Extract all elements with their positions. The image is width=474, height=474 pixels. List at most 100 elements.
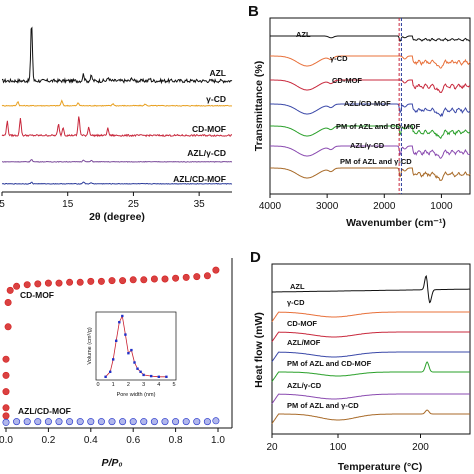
panel-d-series-group bbox=[271, 274, 470, 424]
ftir-tick-label: 1000 bbox=[430, 201, 453, 212]
panel-d-dsc: D AZL γ-CD CD-MOF AZL/MOF PM of AZL and CD-M… bbox=[250, 249, 471, 473]
bet-label-azl-cd-mof: AZL/CD-MOF bbox=[18, 406, 71, 416]
bet-point-cd-mof bbox=[129, 276, 137, 284]
panel-a-x-label: 2θ (degree) bbox=[89, 211, 145, 223]
ftir-line-azl bbox=[270, 35, 471, 42]
xrd-label-cd-mof: CD-MOF bbox=[192, 124, 226, 134]
bet-point-cd-mof bbox=[55, 279, 63, 287]
panel-d-letter: D bbox=[250, 249, 261, 266]
bet-point-azl-cd-mof bbox=[66, 418, 74, 426]
bet-point-azl-cd-mof bbox=[140, 418, 148, 426]
inset-series-group bbox=[104, 314, 168, 378]
bet-point-cd-mof bbox=[44, 279, 52, 287]
inset-ticks-group: 0 1 2 3 4 5 bbox=[96, 382, 175, 388]
bet-point-cd-mof bbox=[2, 404, 10, 412]
bet-tick-label: 0.2 bbox=[41, 435, 55, 446]
bet-point-azl-cd-mof bbox=[55, 418, 63, 426]
bet-point-azl-cd-mof bbox=[150, 418, 158, 426]
panel-d-x-label: Temperature (°C) bbox=[338, 461, 423, 473]
panel-b-series-group bbox=[270, 35, 471, 181]
bet-point-cd-mof bbox=[203, 272, 211, 280]
bet-point-cd-mof bbox=[193, 273, 201, 281]
bet-point-azl-cd-mof bbox=[129, 418, 137, 426]
ftir-tick-label: 4000 bbox=[259, 201, 282, 212]
inset-point bbox=[130, 348, 133, 352]
panel-c-inset: 0 1 2 3 4 5 Pore width (nm) Volume (cm³/g) bbox=[87, 311, 177, 398]
inset-frame bbox=[95, 311, 177, 381]
dsc-label-azl-mof: AZL/MOF bbox=[287, 338, 321, 347]
ftir-line-pm-of-azl-and-cd bbox=[270, 167, 471, 181]
panel-b-y-label: Transmittance (%) bbox=[253, 61, 265, 151]
ftir-line-cd-mof bbox=[270, 79, 471, 93]
xrd-tick-label: 25 bbox=[128, 199, 140, 210]
inset-x-label: Pore width (nm) bbox=[117, 392, 156, 398]
bet-tick-label: 1.0 bbox=[211, 435, 225, 446]
bet-point-cd-mof bbox=[108, 277, 116, 285]
bet-label-cd-mof: CD-MOF bbox=[20, 290, 54, 300]
inset-point bbox=[133, 361, 136, 364]
xrd-label-cd: γ-CD bbox=[206, 94, 226, 104]
bet-point-azl-cd-mof bbox=[76, 418, 84, 426]
panel-b-ftir: B AZL γ-CD CD-MOF AZL/CD-MOF PM of AZL and C… bbox=[248, 3, 471, 229]
panel-a-ticks-group: 5 15 25 35 bbox=[0, 192, 205, 210]
dsc-line-azl-mof bbox=[271, 351, 470, 362]
bet-tick-label: 0.6 bbox=[126, 435, 140, 446]
xrd-line-cd-mof bbox=[1, 116, 232, 138]
xrd-line-azl bbox=[1, 26, 233, 85]
bet-point-cd-mof bbox=[212, 266, 220, 274]
dsc-line-pm-of-azl-and-cd bbox=[271, 409, 470, 424]
inset-tick-label: 4 bbox=[157, 382, 160, 388]
panel-d-ticks-group: 20 100 200 bbox=[266, 434, 429, 453]
dsc-label-pm-of-azl-and-cd: PM of AZL and γ-CD bbox=[287, 401, 359, 410]
inset-point bbox=[118, 321, 121, 324]
bet-point-azl-cd-mof bbox=[193, 418, 201, 426]
panel-a-labels-group: AZL γ-CD CD-MOF AZL/γ-CD AZL/CD-MOF bbox=[173, 68, 226, 184]
inset-point bbox=[109, 370, 112, 373]
inset-point bbox=[165, 375, 168, 378]
bet-point-cd-mof bbox=[87, 277, 95, 285]
panel-c-labels-group: CD-MOF AZL/CD-MOF bbox=[18, 290, 71, 416]
ftir-label-azl: AZL bbox=[296, 30, 311, 39]
panel-b-x-label: Wavenumber (cm⁻¹) bbox=[346, 217, 446, 229]
bet-point-azl-cd-mof bbox=[13, 418, 21, 426]
ftir-tick-label: 2000 bbox=[373, 201, 396, 212]
bet-point-cd-mof bbox=[2, 388, 10, 396]
panel-b-frame bbox=[269, 17, 471, 195]
xrd-label-azl-cd: AZL/γ-CD bbox=[187, 148, 226, 158]
dsc-line-cd-mof bbox=[271, 331, 470, 342]
inset-point bbox=[115, 339, 118, 342]
dsc-line-cd bbox=[271, 311, 470, 322]
ftir-line-cd bbox=[270, 55, 471, 69]
bet-point-cd-mof bbox=[4, 323, 12, 331]
inset-y-label: Volume (cm³/g) bbox=[87, 327, 93, 364]
bet-tick-label: 0.4 bbox=[84, 435, 98, 446]
xrd-tick-label: 15 bbox=[62, 199, 74, 210]
inset-point bbox=[142, 373, 145, 377]
ftir-label-cd: γ-CD bbox=[330, 54, 348, 63]
panel-d-y-label: Heat flow (mW) bbox=[253, 312, 265, 388]
panel-a-series-group bbox=[1, 26, 233, 185]
bet-point-cd-mof bbox=[76, 278, 84, 286]
dsc-line-azl bbox=[272, 274, 470, 304]
ftir-label-pm-of-azl-and-cd-mof: PM of AZL and CD-MOF bbox=[336, 122, 421, 131]
bet-point-cd-mof bbox=[97, 277, 105, 285]
inset-point bbox=[150, 374, 153, 378]
bet-point-azl-cd-mof bbox=[44, 418, 52, 426]
ftir-tick-label: 3000 bbox=[316, 201, 339, 212]
inset-point bbox=[121, 314, 124, 318]
bet-point-azl-cd-mof bbox=[97, 418, 105, 426]
xrd-label-azl: AZL bbox=[209, 68, 226, 78]
bet-point-cd-mof bbox=[23, 281, 31, 289]
inset-point bbox=[124, 333, 127, 336]
panel-c-series-group bbox=[2, 266, 220, 426]
bet-point-azl-cd-mof bbox=[172, 418, 180, 426]
bet-point-azl-cd-mof bbox=[161, 418, 169, 426]
ftir-label-pm-of-azl-and-cd: PM of AZL and γ-CD bbox=[340, 157, 412, 166]
xrd-line-azl-cd bbox=[2, 159, 233, 163]
dsc-tick-label: 20 bbox=[266, 442, 278, 453]
bet-tick-label: 0.0 bbox=[0, 435, 13, 446]
inset-point bbox=[136, 367, 139, 370]
ftir-line-azl-cd-mof bbox=[270, 103, 471, 118]
panel-b-labels-group: AZL γ-CD CD-MOF AZL/CD-MOF PM of AZL and CD-… bbox=[296, 30, 421, 166]
